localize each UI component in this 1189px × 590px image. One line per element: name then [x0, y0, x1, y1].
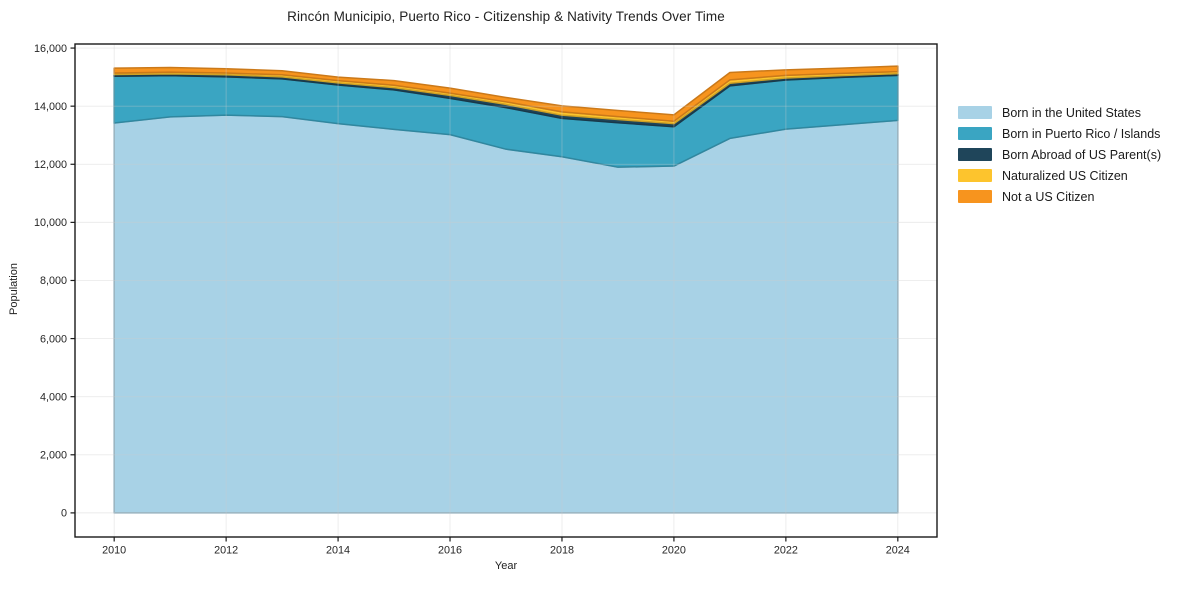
legend-swatch-born-abroad	[958, 148, 992, 161]
plot-frame	[74, 43, 938, 538]
y-tick-label: 8,000	[40, 275, 67, 287]
x-tick-label: 2022	[774, 545, 798, 557]
legend-label: Born in Puerto Rico / Islands	[1002, 126, 1161, 141]
y-tick-label: 6,000	[40, 333, 67, 345]
y-tick-label: 0	[61, 508, 67, 520]
legend-label: Not a US Citizen	[1002, 189, 1095, 204]
y-tick-label: 2,000	[40, 449, 67, 461]
legend-item-born-pr: Born in Puerto Rico / Islands	[958, 123, 1161, 144]
x-tick-label: 2016	[438, 545, 462, 557]
legend: Born in the United States Born in Puerto …	[958, 102, 1161, 207]
area-series-born-us	[113, 114, 899, 514]
legend-label: Naturalized US Citizen	[1002, 168, 1128, 183]
legend-swatch-born-us	[958, 106, 992, 119]
legend-item-born-abroad: Born Abroad of US Parent(s)	[958, 144, 1161, 165]
y-tick-label: 12,000	[34, 159, 67, 171]
y-tick-label: 4,000	[40, 391, 67, 403]
legend-swatch-not-citizen	[958, 190, 992, 203]
y-tick-label: 16,000	[34, 43, 67, 55]
x-tick-label: 2020	[662, 545, 686, 557]
legend-item-born-us: Born in the United States	[958, 102, 1161, 123]
y-tick-label: 10,000	[34, 217, 67, 229]
legend-item-naturalized: Naturalized US Citizen	[958, 165, 1161, 186]
y-tick-label: 14,000	[34, 101, 67, 113]
x-tick-label: 2014	[326, 545, 350, 557]
legend-swatch-born-pr	[958, 127, 992, 140]
chart-title: Rincón Municipio, Puerto Rico - Citizens…	[287, 9, 725, 24]
legend-label: Born in the United States	[1002, 105, 1141, 120]
legend-label: Born Abroad of US Parent(s)	[1002, 147, 1162, 162]
legend-item-not-citizen: Not a US Citizen	[958, 186, 1161, 207]
x-tick-label: 2024	[886, 545, 910, 557]
x-tick-label: 2010	[102, 545, 126, 557]
area-series-not-citizen	[113, 65, 899, 123]
legend-swatch-naturalized	[958, 169, 992, 182]
x-axis-title: Year	[494, 560, 518, 572]
x-tick-label: 2012	[214, 545, 238, 557]
x-tick-label: 2018	[550, 545, 574, 557]
